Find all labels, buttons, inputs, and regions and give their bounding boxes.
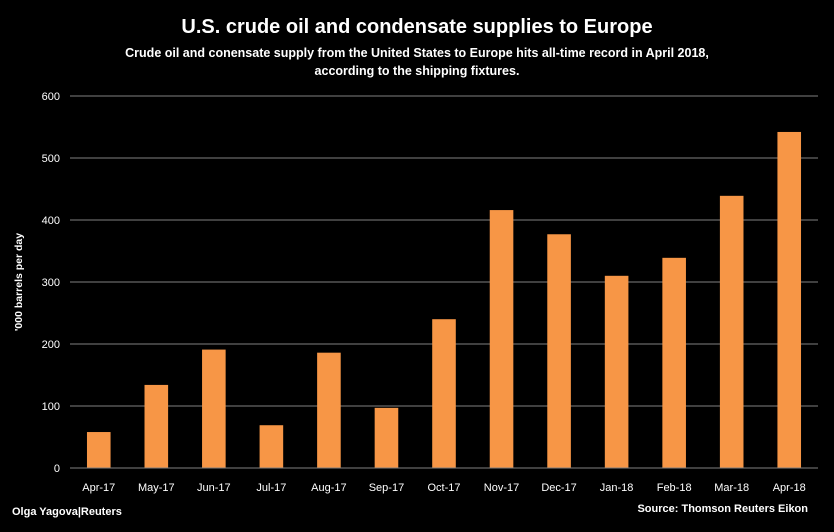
y-tick-label: 300: [42, 277, 60, 289]
y-tick-label: 600: [42, 91, 60, 103]
bar-apr-18: [777, 131, 802, 468]
y-axis-ticks: 0 100 200 300 400 500 600: [42, 91, 60, 475]
source-text: Source: Thomson Reuters Eikon: [637, 503, 808, 515]
bar-oct-17: [432, 319, 456, 468]
x-tick-label: Apr-17: [82, 482, 115, 494]
bar-may-17: [144, 384, 169, 468]
y-tick-label: 100: [42, 401, 60, 413]
bar-nov-17: [489, 210, 514, 468]
x-tick-label: Mar-18: [714, 482, 749, 494]
x-tick-label: Jul-17: [256, 482, 286, 494]
x-tick-label: Feb-18: [657, 482, 692, 494]
bar-aug-17: [317, 352, 341, 468]
y-tick-label: 400: [42, 215, 60, 227]
chart-subtitle-line-1: Crude oil and conensate supply from the …: [125, 46, 709, 60]
y-axis-label: '000 barrels per day: [13, 233, 25, 331]
gridlines: [70, 95, 818, 407]
x-tick-label: Oct-17: [427, 482, 460, 494]
y-tick-label: 500: [42, 153, 60, 165]
x-tick-label: Jan-18: [600, 482, 634, 494]
x-tick-label: Nov-17: [484, 482, 519, 494]
y-tick-label: 200: [42, 339, 60, 351]
bar-feb-18: [662, 257, 686, 468]
x-axis-ticks: Apr-17 May-17 Jun-17 Jul-17 Aug-17 Sep-17 Oct-…: [82, 482, 805, 494]
x-tick-label: May-17: [138, 482, 175, 494]
bar-jul-17: [259, 425, 284, 468]
x-tick-label: Sep-17: [369, 482, 404, 494]
x-tick-label: Apr-18: [773, 482, 806, 494]
bars: [86, 131, 802, 468]
y-tick-label: 0: [54, 463, 60, 475]
bar-jun-17: [202, 349, 226, 468]
x-tick-label: Jun-17: [197, 482, 231, 494]
bar-apr-17: [86, 432, 111, 468]
x-tick-label: Dec-17: [541, 482, 576, 494]
bar-sep-17: [374, 407, 399, 468]
x-tick-label: Aug-17: [311, 482, 346, 494]
bar-jan-18: [604, 275, 629, 468]
bar-mar-18: [719, 195, 744, 468]
chart-title: U.S. crude oil and condensate supplies t…: [181, 16, 652, 38]
chart-subtitle-line-2: according to the shipping fixtures.: [315, 64, 520, 78]
credit-text: Olga Yagova|Reuters: [12, 506, 122, 518]
bar-dec-17: [547, 234, 571, 468]
